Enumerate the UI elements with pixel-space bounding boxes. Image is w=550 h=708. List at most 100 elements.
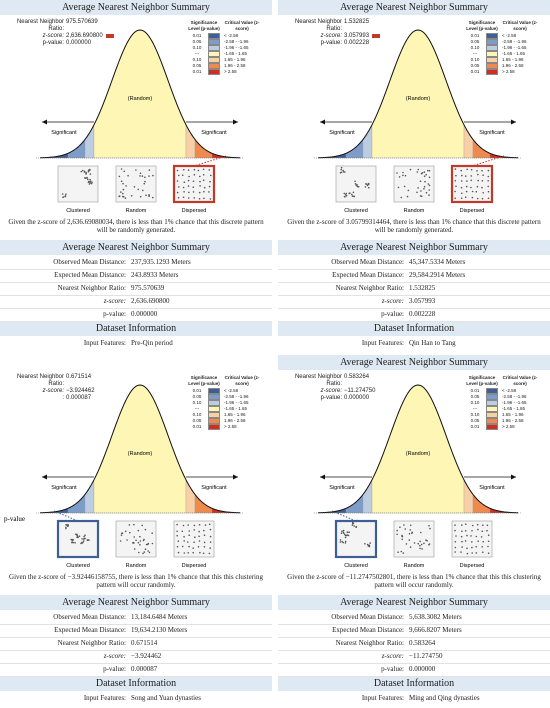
legend-row: 0.01 < -2.58 xyxy=(186,388,270,394)
dot xyxy=(486,529,488,532)
stat-label: p-value: xyxy=(42,40,64,46)
dot xyxy=(133,523,135,526)
dataset-title: Dataset Information xyxy=(278,322,550,336)
legend: Significance Level (p-value) Critical Val… xyxy=(186,20,270,75)
legend-p: 0.05 xyxy=(470,418,480,424)
legend-z: -1.65 - 1.65 xyxy=(224,406,248,412)
dot xyxy=(198,191,201,194)
stat-line: Nearest Neighbor Ratio: 1.532825 xyxy=(280,19,380,33)
dot xyxy=(419,547,421,550)
dot xyxy=(203,541,206,544)
legend-z: -1.96 - -1.65 xyxy=(224,400,249,406)
dot xyxy=(454,180,457,182)
dot xyxy=(477,173,479,176)
dot xyxy=(397,186,400,189)
dot xyxy=(454,168,457,170)
dot xyxy=(454,541,457,543)
legend-swatch xyxy=(486,39,498,45)
dot xyxy=(148,194,150,196)
row-value: 0.000000 xyxy=(131,310,158,318)
random-label: (Random) xyxy=(406,96,431,102)
dot xyxy=(365,183,367,185)
panel: Average Nearest Neighbor Summary Nearest … xyxy=(278,355,550,705)
legend-z: < -2.58 xyxy=(502,33,517,39)
legend-p: 0.05 xyxy=(192,418,202,424)
legend-z: 1.65 - 1.96 xyxy=(502,412,524,418)
row-label: Observed Mean Distance: xyxy=(331,613,404,621)
legend-p: 0.01 xyxy=(192,424,202,430)
input-row: Input Features: Qin Han to Tang xyxy=(278,337,550,350)
input-value: Qin Han to Tang xyxy=(409,339,456,347)
pattern-label: Clustered xyxy=(344,563,368,569)
significant-right: Significant xyxy=(479,485,505,491)
row-value: 13,184.6484 Meters xyxy=(131,613,188,621)
dot xyxy=(466,547,468,550)
legend-swatch xyxy=(208,424,220,430)
dot xyxy=(421,548,423,550)
dot xyxy=(466,534,468,537)
dot xyxy=(183,181,186,183)
dot xyxy=(466,180,468,182)
z-marker xyxy=(105,34,114,38)
dot xyxy=(133,536,135,538)
dot xyxy=(417,168,420,171)
dot xyxy=(181,530,184,533)
dot xyxy=(90,182,93,185)
dot xyxy=(176,523,178,526)
dot xyxy=(464,175,467,177)
row-label: p-value: xyxy=(103,310,126,318)
row-label: Expected Mean Distance: xyxy=(332,626,404,634)
dot xyxy=(364,543,366,545)
dot xyxy=(428,169,431,172)
legend-row: --- -1.65 - 1.65 xyxy=(186,51,270,57)
stat-value: 0.000000 xyxy=(344,395,370,401)
stat-line: z-score: −3.924462 xyxy=(2,388,95,395)
stat-value: 0.583264 xyxy=(344,374,370,380)
stat-value: −11.274750 xyxy=(344,388,376,394)
legend-row: 0.01 < -2.58 xyxy=(186,33,270,39)
dot xyxy=(344,196,346,198)
dot xyxy=(188,534,190,536)
dot xyxy=(80,170,83,173)
legend-header: Significance Level (p-value) Critical Val… xyxy=(464,20,548,31)
dot xyxy=(353,525,355,527)
dot xyxy=(429,527,431,530)
stat-value: 0.671514 xyxy=(66,374,92,380)
legend-header-p: Significance Level (p-value) xyxy=(466,20,498,31)
dot xyxy=(357,185,360,188)
pattern-label: Dispersed xyxy=(460,563,485,569)
dot xyxy=(197,169,200,172)
stat-line: Nearest Neighbor Ratio: 975.570639 xyxy=(2,19,114,33)
dot xyxy=(132,542,134,544)
legend-swatch xyxy=(486,57,498,63)
dot xyxy=(454,190,456,193)
dot xyxy=(369,542,371,544)
curve-region xyxy=(371,384,465,514)
dot xyxy=(198,535,200,538)
dot xyxy=(454,529,456,532)
dot xyxy=(476,170,478,172)
dot xyxy=(187,541,189,543)
dot xyxy=(349,192,351,194)
legend-p: 0.05 xyxy=(470,39,480,45)
legend-row: 0.01 > 2.58 xyxy=(464,69,548,75)
dot xyxy=(137,188,139,191)
dot xyxy=(141,524,143,527)
dot xyxy=(425,173,427,176)
dot xyxy=(482,551,484,553)
summary-row: p-value: 0.000000 xyxy=(0,308,272,322)
dot xyxy=(404,528,407,530)
stat-line: p-value: 0.000000 xyxy=(2,40,114,47)
legend-swatch xyxy=(208,57,220,63)
dot xyxy=(89,173,92,175)
dot xyxy=(122,192,124,195)
dot xyxy=(402,552,405,554)
dot xyxy=(198,540,201,542)
panel: Nearest Neighbor Ratio: 0.671514 z-score: −… xyxy=(0,355,272,705)
dot xyxy=(193,529,195,531)
row-value: 19,634.2130 Meters xyxy=(131,626,188,634)
stat-value: 3.057993 xyxy=(344,33,370,39)
dot xyxy=(342,169,344,172)
dot xyxy=(341,540,343,543)
dot xyxy=(81,541,83,544)
